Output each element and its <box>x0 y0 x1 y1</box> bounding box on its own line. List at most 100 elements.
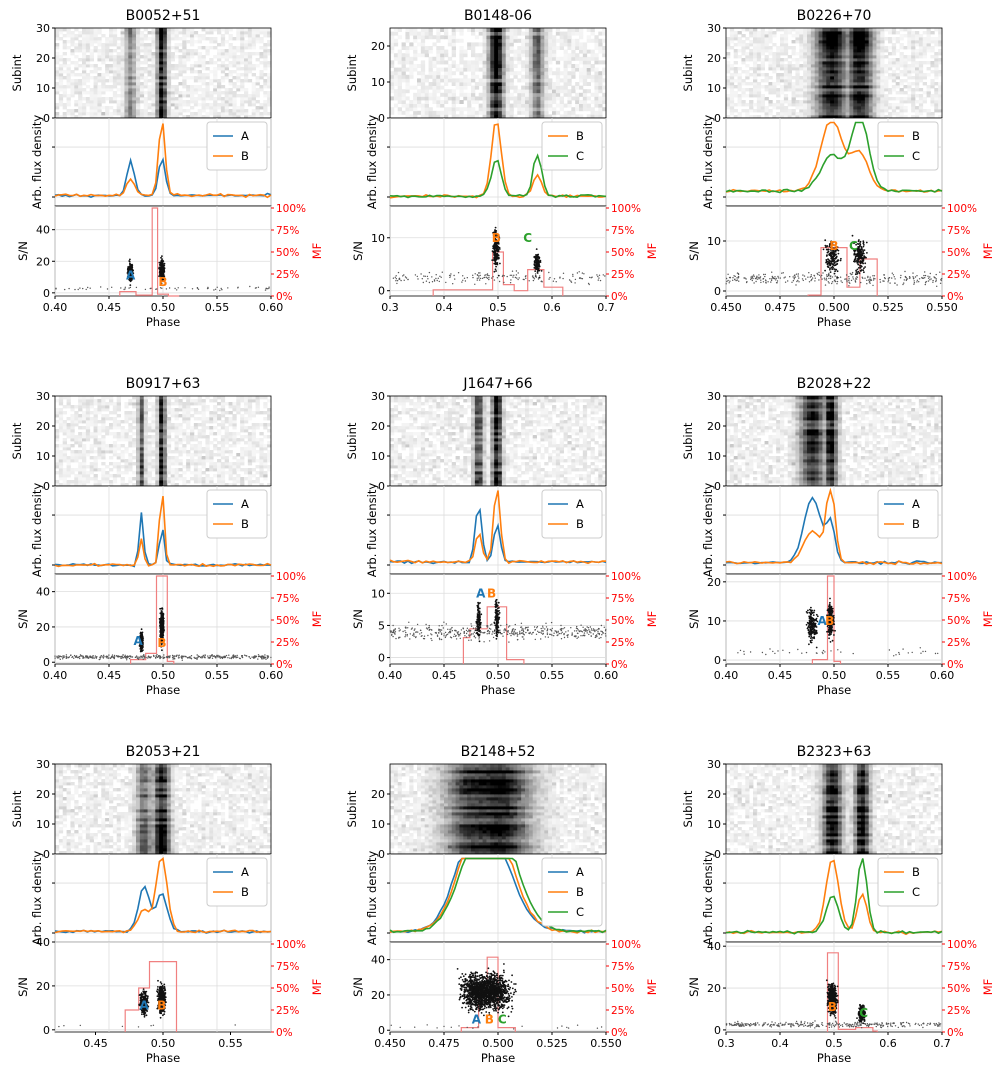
heatmap-cell <box>186 67 191 71</box>
heatmap-cell <box>478 78 483 83</box>
heatmap-cell <box>864 97 870 101</box>
heatmap-cell <box>853 64 858 68</box>
heatmap-cell <box>259 31 264 35</box>
heatmap-cell <box>834 46 839 50</box>
heatmap-cell <box>85 64 91 68</box>
heatmap-cell <box>66 112 71 116</box>
heatmap-cell <box>178 67 183 71</box>
heatmap-cell <box>540 35 545 40</box>
heatmap-cell <box>97 67 102 71</box>
heatmap-cell <box>780 43 785 47</box>
heatmap-cell <box>447 78 453 83</box>
heatmap-cell <box>915 88 920 92</box>
heatmap-cell <box>166 106 172 110</box>
heatmap-cell <box>82 55 87 59</box>
sn-point <box>570 280 572 282</box>
heatmap-cell <box>582 92 588 97</box>
heatmap-cell <box>849 61 854 65</box>
heatmap-cell <box>178 58 183 62</box>
heatmap-cell <box>413 67 418 72</box>
sn-point <box>496 246 499 249</box>
heatmap-cell <box>220 64 226 68</box>
heatmap-cell <box>213 88 218 92</box>
heatmap-cell <box>459 89 464 94</box>
heatmap-cell <box>259 112 264 116</box>
heatmap-cell <box>857 61 862 65</box>
heatmap-cell <box>401 100 406 104</box>
heatmap-cell <box>447 71 453 76</box>
heatmap-cell <box>521 96 526 101</box>
heatmap-cell <box>586 38 591 43</box>
heatmap-cell <box>830 31 835 35</box>
heatmap-cell <box>783 97 789 101</box>
heatmap-cell <box>89 76 94 80</box>
heatmap-cell <box>112 79 118 83</box>
sn-point <box>513 274 515 276</box>
heatmap-cell <box>432 64 437 68</box>
heatmap-cell <box>247 67 253 71</box>
heatmap-cell <box>124 70 129 74</box>
heatmap-cell <box>217 91 222 95</box>
heatmap-cell <box>807 82 812 86</box>
heatmap-cell <box>62 28 67 32</box>
heatmap-cell <box>436 74 441 79</box>
heatmap-cell <box>799 43 804 47</box>
heatmap-cell <box>132 103 137 107</box>
heatmap-cell <box>582 64 588 68</box>
heatmap-cell <box>505 38 510 43</box>
heatmap-cell <box>85 34 91 38</box>
heatmap-cell <box>525 100 530 104</box>
heatmap-cell <box>895 61 900 65</box>
heatmap-cell <box>579 56 584 61</box>
heatmap-cell <box>780 64 785 68</box>
heatmap-cell <box>756 34 762 38</box>
heatmap-cell <box>907 73 912 77</box>
heatmap-cell <box>247 40 253 44</box>
heatmap-cell <box>201 28 206 32</box>
heatmap-cell <box>803 82 808 86</box>
heatmap-cell <box>837 112 843 116</box>
heatmap-cell <box>841 79 846 83</box>
heatmap-cell <box>155 67 160 71</box>
heatmap-cell <box>420 71 426 76</box>
heatmap-cell <box>247 64 253 68</box>
heatmap-cell <box>205 52 210 56</box>
heatmap-cell <box>857 43 862 47</box>
heatmap-cell <box>749 40 754 44</box>
heatmap-cell <box>209 109 214 113</box>
heatmap-cell <box>768 40 773 44</box>
heatmap-cell <box>521 60 526 65</box>
heatmap-cell <box>544 100 549 104</box>
heatmap-cell <box>220 76 226 80</box>
heatmap-cell <box>876 58 881 62</box>
heatmap-cell <box>810 97 816 101</box>
heatmap-cell <box>244 67 249 71</box>
heatmap-cell <box>776 91 781 95</box>
heatmap-cell <box>409 46 414 50</box>
sn-point <box>548 278 550 280</box>
heatmap-cell <box>224 112 229 116</box>
heatmap-cell <box>818 46 823 50</box>
heatmap-cell <box>903 91 908 95</box>
heatmap-cell <box>509 107 514 112</box>
heatmap-cell <box>163 70 168 74</box>
x-tick-label: 0.55 <box>205 301 230 314</box>
subint-ytick-label: 20 <box>707 52 721 65</box>
heatmap-cell <box>139 67 145 71</box>
heatmap-cell <box>417 42 422 47</box>
heatmap-cell <box>880 94 885 98</box>
heatmap-cell <box>810 52 816 56</box>
heatmap-cell <box>236 46 241 50</box>
heatmap-cell <box>830 28 835 32</box>
heatmap-cell <box>128 73 133 77</box>
heatmap-cell <box>193 112 199 116</box>
heatmap-cell <box>868 40 873 44</box>
heatmap-cell <box>930 79 935 83</box>
heatmap-cell <box>143 112 148 116</box>
heatmap-cell <box>463 74 468 79</box>
heatmap-cell <box>857 103 862 107</box>
heatmap-cell <box>807 100 812 104</box>
heatmap-cell <box>163 97 168 101</box>
heatmap-cell <box>263 34 268 38</box>
